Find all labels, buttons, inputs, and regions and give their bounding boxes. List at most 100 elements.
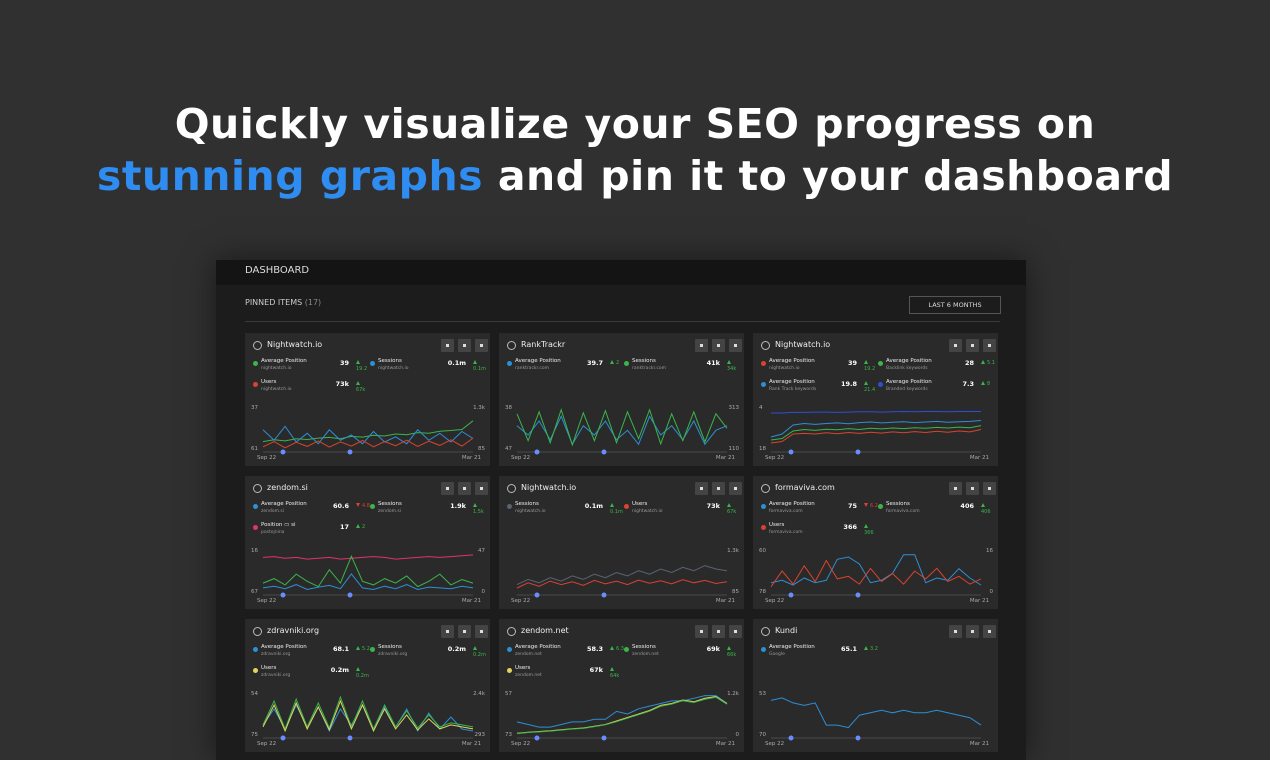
- change-text: 4.8: [362, 503, 370, 509]
- range-handle[interactable]: [601, 449, 607, 455]
- card-button[interactable]: [458, 482, 471, 495]
- range-handle[interactable]: [347, 735, 353, 741]
- metric-value: 73k: [335, 380, 349, 388]
- right-axis-label: 47: [478, 548, 485, 554]
- range-handle[interactable]: [788, 592, 794, 598]
- card-button[interactable]: [729, 339, 742, 352]
- series-line: [770, 425, 982, 441]
- range-handle[interactable]: [788, 735, 794, 741]
- change-text: 67k: [356, 387, 366, 393]
- metric: Average Position nightwatch.io 39 19.2: [253, 358, 371, 378]
- change-arrow: [981, 360, 985, 364]
- metric: Users zdravniki.org 0.2m 0.2m: [253, 665, 371, 685]
- range-handle[interactable]: [855, 592, 861, 598]
- pinned-count: (17): [304, 298, 322, 307]
- metric-change: 67k: [727, 503, 742, 515]
- card-button[interactable]: [695, 482, 708, 495]
- card-icon: [761, 627, 770, 636]
- dashboard: DASHBOARD PINNED ITEMS (17) LAST 6 MONTH…: [216, 260, 1026, 760]
- left-axis-label: 37: [251, 405, 258, 411]
- card-button[interactable]: [983, 482, 996, 495]
- change-arrow: [727, 646, 731, 650]
- card-button[interactable]: [441, 482, 454, 495]
- change-text: 5.2: [362, 646, 370, 652]
- card-button[interactable]: [729, 482, 742, 495]
- card-button[interactable]: [729, 625, 742, 638]
- metric-value: 60.6: [332, 502, 349, 510]
- metric-sub: formaviva.com: [886, 509, 920, 514]
- change-text: 366: [864, 530, 874, 536]
- range-handle[interactable]: [347, 592, 353, 598]
- metric-change: 19.2: [356, 360, 371, 372]
- range-handle[interactable]: [280, 449, 286, 455]
- range-handle[interactable]: [788, 449, 794, 455]
- series-line: [262, 425, 474, 445]
- card-button[interactable]: [458, 625, 471, 638]
- card-button[interactable]: [475, 625, 488, 638]
- metric: Users nightwatch.io 73k 67k: [253, 379, 371, 399]
- metric: Average Position Google 65.1 3.2: [761, 644, 879, 664]
- range-handle[interactable]: [601, 592, 607, 598]
- card-button[interactable]: [949, 339, 962, 352]
- range-handle[interactable]: [280, 592, 286, 598]
- card-button[interactable]: [695, 339, 708, 352]
- range-handle[interactable]: [855, 449, 861, 455]
- start-date: Sep 22: [511, 741, 530, 747]
- range-button[interactable]: LAST 6 MONTHS: [909, 296, 1001, 314]
- range-handle[interactable]: [534, 735, 540, 741]
- card-button[interactable]: [949, 625, 962, 638]
- range-handle[interactable]: [534, 592, 540, 598]
- card-button[interactable]: [966, 339, 979, 352]
- left-axis-label: 70: [759, 732, 766, 738]
- range-handle[interactable]: [280, 735, 286, 741]
- metric-dot: [253, 647, 258, 652]
- card-icon: [253, 484, 262, 493]
- card-button[interactable]: [712, 625, 725, 638]
- end-date: Mar 21: [462, 455, 481, 461]
- card-button[interactable]: [695, 625, 708, 638]
- card-button[interactable]: [441, 339, 454, 352]
- card-button[interactable]: [966, 482, 979, 495]
- card-button[interactable]: [983, 625, 996, 638]
- metric-change: 4.8: [356, 503, 370, 509]
- card-button[interactable]: [475, 339, 488, 352]
- card-button[interactable]: [712, 339, 725, 352]
- metric-name: Sessions: [378, 501, 402, 507]
- card-button[interactable]: [712, 482, 725, 495]
- metric-name: Users: [632, 501, 648, 507]
- right-axis-label: 0: [736, 732, 740, 738]
- card-button[interactable]: [441, 625, 454, 638]
- chart: 53 70 Sep 22 Mar 21: [759, 691, 989, 747]
- left-axis-label: 73: [505, 732, 512, 738]
- range-handle[interactable]: [855, 735, 861, 741]
- range-handle[interactable]: [534, 449, 540, 455]
- card-icon: [761, 341, 770, 350]
- left-axis-label: 61: [251, 446, 258, 452]
- change-arrow: [610, 360, 614, 364]
- metric-sub: nightwatch.io: [261, 387, 292, 392]
- chart: 37 61 1.3k 85 Sep 22 Mar 21: [251, 405, 486, 461]
- card-icon: [507, 627, 516, 636]
- series-line: [770, 429, 982, 444]
- card: Nightwatch.io Average Position nightwatch.…: [753, 333, 998, 466]
- card-button[interactable]: [475, 482, 488, 495]
- metric: Sessions nightwatch.io 0.1m 0.1m: [507, 501, 625, 521]
- range-handle[interactable]: [347, 449, 353, 455]
- range-handle[interactable]: [601, 735, 607, 741]
- metric-sub: nightwatch.io: [632, 509, 663, 514]
- metric-dot: [507, 504, 512, 509]
- card-button[interactable]: [966, 625, 979, 638]
- metric-change: 34k: [727, 360, 742, 372]
- card-button[interactable]: [458, 339, 471, 352]
- headline-line2: stunning graphs and pin it to your dashb…: [0, 152, 1270, 200]
- change-arrow: [473, 360, 477, 364]
- metric: Average Position nightwatch.io 39 19.2: [761, 358, 879, 378]
- metric: Users zendom.net 67k 64k: [507, 665, 625, 685]
- metric-value: 65.1: [840, 645, 857, 653]
- card-icon: [253, 627, 262, 636]
- chart: 38 47 313 110 Sep 22 Mar 21: [505, 405, 739, 461]
- card-button[interactable]: [983, 339, 996, 352]
- card-title: Nightwatch.io: [521, 483, 577, 492]
- metric-name: Position ▭ si: [261, 522, 296, 528]
- card-button[interactable]: [949, 482, 962, 495]
